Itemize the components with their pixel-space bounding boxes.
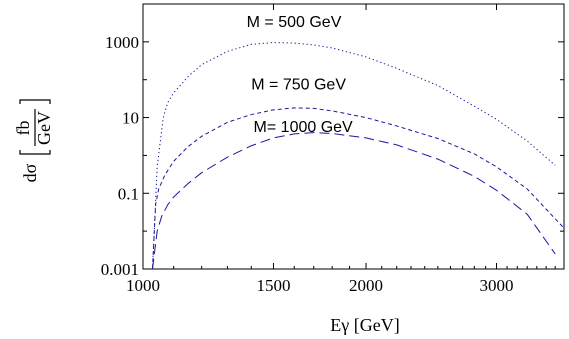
y-tick-label-0: 0.001 [101,260,139,279]
x-tick-label-3: 3000 [480,276,514,295]
x-axis-label: Eγ [GeV] [330,315,399,335]
x-tick-label-1: 1500 [256,276,290,295]
y-axis-label-prefix: dσ [20,163,40,182]
ticks-layer: 1000 1500 2000 3000 0.001 0.1 10 1000 [101,3,564,295]
y-axis-label-left-bracket [19,150,51,155]
plot-frame [142,3,565,270]
series-line-0 [152,42,556,270]
y-axis-label-numerator: fb [13,121,33,136]
annotation-layer: M = 500 GeV M = 750 GeV M= 1000 GeV [247,14,353,136]
y-axis-label: dσ fb GeV [13,99,54,182]
y-tick-label-3: 1000 [105,33,139,52]
series-line-1 [152,107,565,270]
series-annotation-2: M= 1000 GeV [254,119,354,136]
x-tick-label-2: 2000 [349,276,383,295]
y-tick-label-2: 10 [122,109,139,128]
y-tick-label-1: 0.1 [118,184,139,203]
series-annotation-1: M = 750 GeV [251,77,346,94]
y-axis-label-right-bracket [19,99,51,104]
y-axis-label-denominator: GeV [34,111,54,145]
series-layer [152,42,565,270]
x-tick-label-0: 1000 [126,276,160,295]
series-annotation-0: M = 500 GeV [247,14,342,31]
series-line-2 [152,132,556,270]
